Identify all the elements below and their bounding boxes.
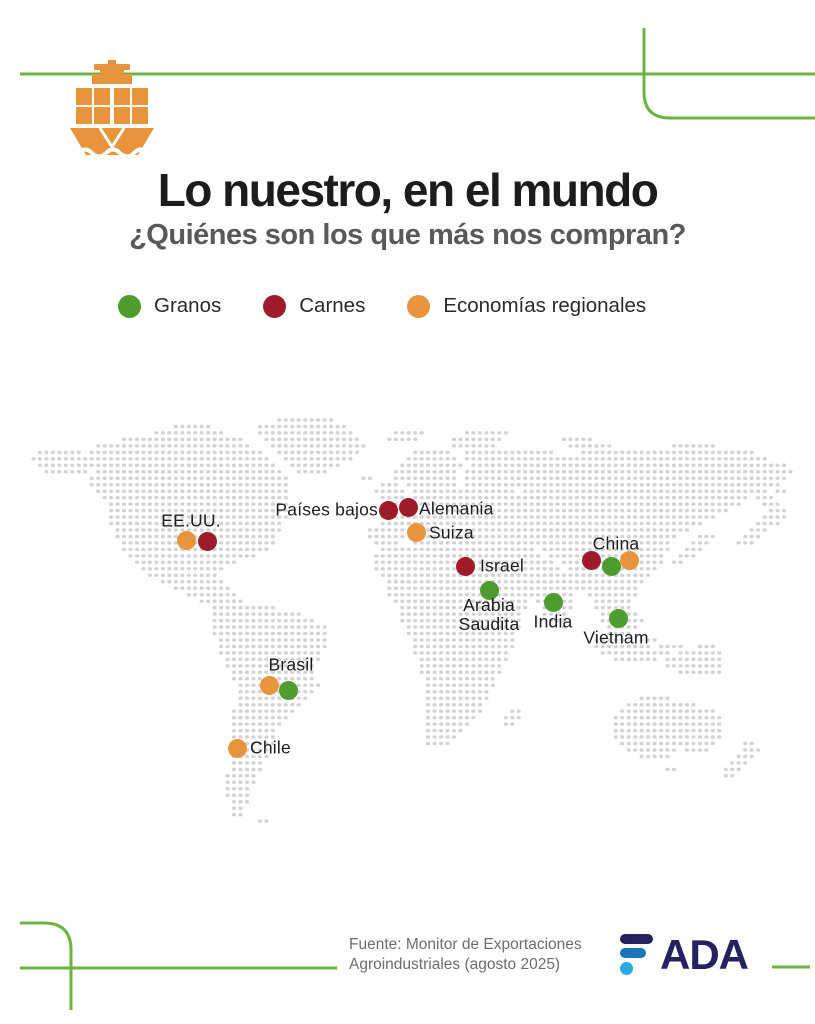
map-dot-suiza-economias <box>406 522 426 542</box>
legend-item-carnes: Carnes <box>263 294 365 318</box>
cargo-ship-icon <box>70 60 154 159</box>
page-subtitle: ¿Quiénes son los que más nos compran? <box>129 219 686 251</box>
legend-item-economias: Economías regionales <box>407 294 646 318</box>
map-dot-eeuu-carnes <box>197 531 217 551</box>
fada-logo-text: ADA <box>660 930 749 978</box>
bottom-left-curve-line <box>20 921 73 1010</box>
map-dot-chile-economias <box>227 738 247 758</box>
map-dot-china-granos <box>601 556 621 576</box>
map-label-paises-bajos: Países bajos <box>275 499 378 520</box>
fada-logo: ADA <box>620 930 749 978</box>
source-line-1: Fuente: Monitor de Exportaciones <box>349 936 582 953</box>
map-label-india: India <box>533 611 573 632</box>
map-dot-israel-carnes <box>455 556 475 576</box>
map-label-alemania: Alemania <box>419 498 494 519</box>
map-dot-brasil-economias <box>259 675 279 695</box>
source-line-2: Agroindustriales (agosto 2025) <box>349 955 561 973</box>
economias-dot-icon <box>407 294 431 318</box>
source-note: Fuente: Monitor de Exportaciones Agroind… <box>349 935 582 975</box>
map-label-brasil: Brasil <box>268 654 314 675</box>
top-right-curve-line <box>642 28 815 120</box>
map-dot-vietnam-granos <box>608 608 628 628</box>
map-dot-china-carnes <box>581 550 601 570</box>
fada-f-mark <box>620 934 653 975</box>
granos-dot-icon <box>118 294 141 318</box>
map-label-china: China <box>592 533 640 554</box>
legend: Granos Carnes Economías regionales <box>118 294 646 318</box>
legend-label-economias: Economías regionales <box>443 294 647 317</box>
map-dot-alemania-carnes <box>398 497 418 517</box>
map-dot-paises-bajos-carnes <box>378 500 398 520</box>
legend-label-granos: Granos <box>154 294 222 317</box>
legend-item-granos: Granos <box>118 294 221 318</box>
map-label-eeuu: EE.UU. <box>161 510 221 531</box>
legend-label-carnes: Carnes <box>299 294 366 317</box>
map-label-chile: Chile <box>250 737 291 758</box>
map-dot-china-economias <box>619 550 639 570</box>
map-dot-india-granos <box>543 592 563 612</box>
carnes-dot-icon <box>263 294 287 318</box>
map-label-israel: Israel <box>480 555 524 576</box>
map-label-arabia-saudita: Arabia Saudita <box>458 595 520 634</box>
map-dot-arabia-saudita-granos <box>479 580 499 600</box>
map-dot-brasil-granos <box>278 680 298 700</box>
map-label-vietnam: Vietnam <box>583 627 649 648</box>
map-label-suiza: Suiza <box>429 522 474 543</box>
map-dot-eeuu-economias <box>176 530 196 550</box>
page-title: Lo nuestro, en el mundo <box>157 164 659 216</box>
